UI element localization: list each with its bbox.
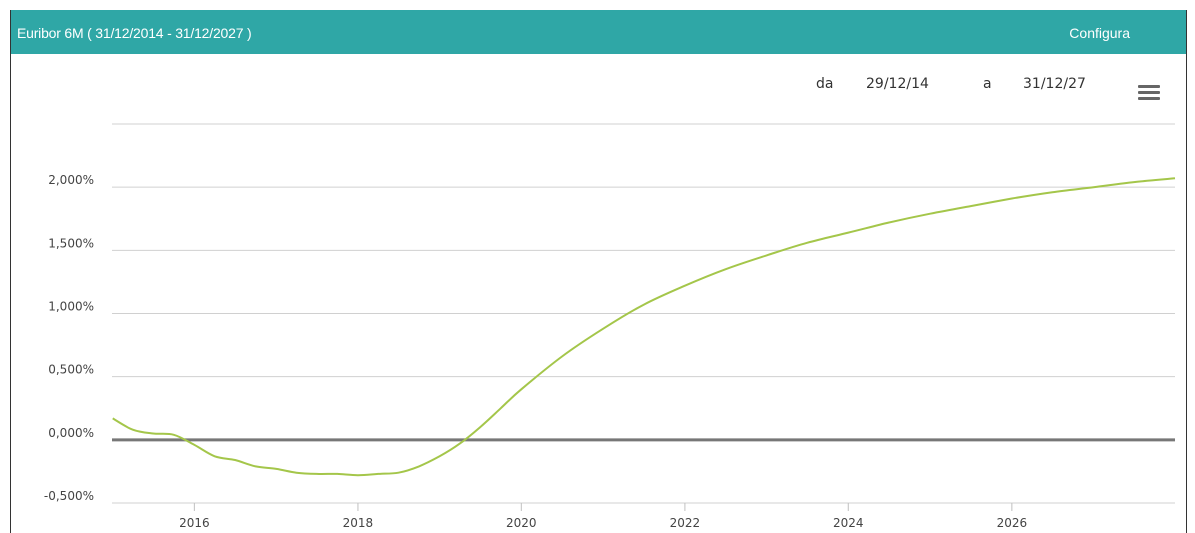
x-tick-label: 2018 [343, 516, 374, 530]
y-tick-label: 1,000% [48, 300, 94, 314]
range-to-label: a [983, 76, 992, 92]
configure-button[interactable]: Configura [1069, 25, 1130, 41]
x-tick-label: 2026 [997, 516, 1028, 530]
hamburger-menu-icon[interactable] [1138, 85, 1160, 103]
series-line [112, 177, 1176, 477]
chart-panel: Euribor 6M ( 31/12/2014 - 31/12/2027 ) C… [10, 10, 1187, 533]
x-tick-label: 2020 [506, 516, 537, 530]
y-tick-label: 2,000% [48, 173, 94, 187]
y-tick-label: 0,000% [48, 426, 94, 440]
y-tick-label: 1,500% [48, 236, 94, 250]
chart-header: Euribor 6M ( 31/12/2014 - 31/12/2027 ) C… [11, 10, 1186, 54]
range-from-input[interactable]: 29/12/14 [866, 76, 929, 92]
range-to-input[interactable]: 31/12/27 [1023, 76, 1086, 92]
x-tick-label: 2024 [833, 516, 864, 530]
y-tick-label: -0,500% [44, 489, 94, 503]
x-tick-label: 2022 [670, 516, 701, 530]
x-tick-label: 2016 [179, 516, 210, 530]
y-tick-label: 0,500% [48, 363, 94, 377]
chart-title: Euribor 6M ( 31/12/2014 - 31/12/2027 ) [17, 25, 252, 41]
range-from-label: da [816, 76, 834, 92]
